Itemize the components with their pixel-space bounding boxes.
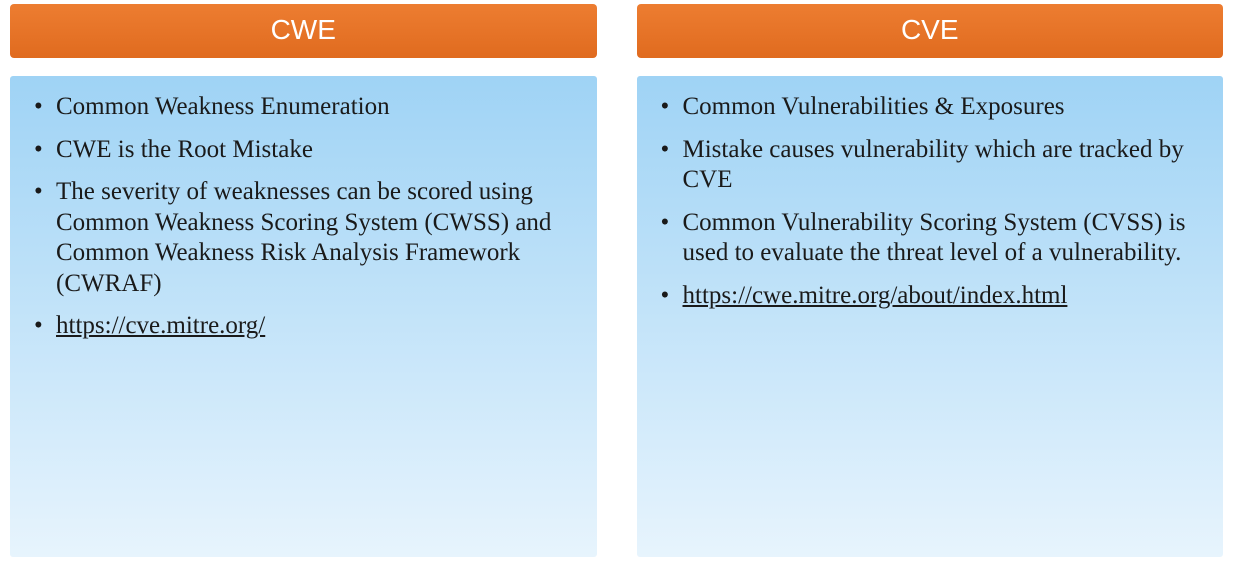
list-item: Common Vulnerabilities & Exposures (655, 92, 1206, 123)
list-item: Common Vulnerability Scoring System (CVS… (655, 208, 1206, 269)
list-cve: Common Vulnerabilities & Exposures Mista… (655, 92, 1206, 311)
panel-cve: Common Vulnerabilities & Exposures Mista… (637, 76, 1224, 557)
header-cwe: CWE (10, 4, 597, 58)
list-item-link[interactable]: https://cve.mitre.org/ (28, 311, 579, 342)
panel-cwe: Common Weakness Enumeration CWE is the R… (10, 76, 597, 557)
list-item: The severity of weaknesses can be scored… (28, 177, 579, 299)
list-item: Common Weakness Enumeration (28, 92, 579, 123)
list-item: Mistake causes vulnerability which are t… (655, 135, 1206, 196)
list-cwe: Common Weakness Enumeration CWE is the R… (28, 92, 579, 342)
column-cve: CVE Common Vulnerabilities & Exposures M… (637, 4, 1224, 557)
column-cwe: CWE Common Weakness Enumeration CWE is t… (10, 4, 597, 557)
header-cve: CVE (637, 4, 1224, 58)
list-item: CWE is the Root Mistake (28, 135, 579, 166)
list-item-link[interactable]: https://cwe.mitre.org/about/index.html (655, 281, 1206, 312)
